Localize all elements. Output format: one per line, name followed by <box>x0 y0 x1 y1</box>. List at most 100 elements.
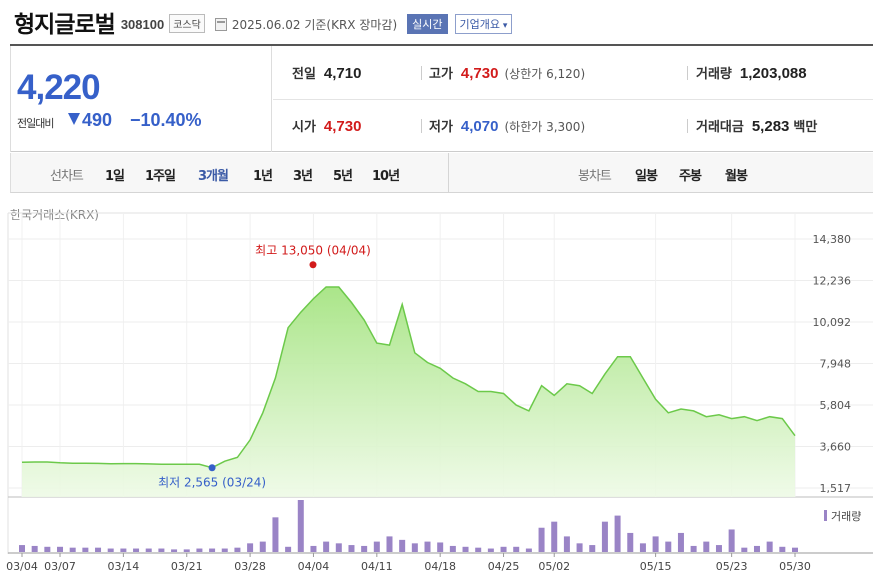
high-value: 4,730 <box>460 65 499 82</box>
tab-daily-candle[interactable]: 일봉 <box>635 169 658 184</box>
volume-bar <box>779 546 786 552</box>
change-value: 490 <box>82 110 113 130</box>
quote-row-divider <box>273 99 873 100</box>
x-tick-label: 03/28 <box>234 560 266 573</box>
y-tick-label: 1,517 <box>820 482 852 495</box>
volume-bar <box>728 529 735 552</box>
volume-bar <box>310 545 317 552</box>
tab-1w[interactable]: 1주일 <box>145 169 176 184</box>
y-tick-label: 5,804 <box>820 399 852 412</box>
volume-bar <box>563 536 570 552</box>
upper-limit: (상한가 6,120) <box>504 67 586 81</box>
cell-separator <box>421 66 422 80</box>
volume-bar <box>297 500 304 552</box>
company-overview-dropdown[interactable]: 기업개요 <box>454 14 513 34</box>
header-divider <box>10 44 873 46</box>
volume-bar <box>513 546 520 552</box>
low-annotation: 최저 2,565 (03/24) <box>158 476 266 490</box>
volume-bar <box>652 536 659 552</box>
lower-limit: (하한가 3,300) <box>504 120 586 134</box>
volume-bar <box>411 543 418 552</box>
volume-bar <box>323 541 330 552</box>
prev-close-label: 전일 <box>292 67 316 82</box>
volume-bar <box>373 541 380 552</box>
volume-bar <box>538 527 545 552</box>
stock-header: 형지글로벌 308100 코스닥 2025.06.02 기준(KRX 장마감) … <box>0 0 873 44</box>
volume-bar <box>576 543 583 552</box>
tab-1y[interactable]: 1년 <box>253 169 273 184</box>
x-tick-label: 04/11 <box>361 560 393 573</box>
stock-name: 형지글로벌 <box>14 12 116 38</box>
low-marker <box>208 464 216 472</box>
volume-bar <box>95 547 102 552</box>
open-value: 4,730 <box>323 118 362 135</box>
volume-cell: 거래량 1,203,088 <box>696 63 807 82</box>
volume-bar <box>107 548 114 552</box>
low-cell: 저가 4,070 (하한가 3,300) <box>429 116 585 135</box>
volume-bar <box>196 548 203 552</box>
volume-bar <box>133 548 140 552</box>
volume-bar <box>285 546 292 552</box>
trade-value: 5,283 <box>751 118 790 135</box>
x-tick-label: 03/14 <box>108 560 140 573</box>
stock-code: 308100 <box>120 16 165 32</box>
volume-bar <box>69 547 76 552</box>
as-of-date: 2025.06.02 기준(KRX 장마감) <box>231 17 398 32</box>
volume-bar <box>589 545 596 552</box>
market-badge: 코스닥 <box>169 14 205 33</box>
tab-3y[interactable]: 3년 <box>293 169 313 184</box>
tab-monthly-candle[interactable]: 월봉 <box>725 169 748 184</box>
volume-bar <box>462 546 469 552</box>
volume-bar <box>158 548 165 552</box>
tab-3m[interactable]: 3개월 <box>198 169 229 184</box>
x-tick-label: 05/23 <box>716 560 748 573</box>
x-tick-label: 03/04 <box>6 560 38 573</box>
cell-separator <box>421 119 422 133</box>
volume-bar <box>259 541 266 552</box>
y-tick-label: 7,948 <box>820 358 852 371</box>
volume-bar <box>348 545 355 552</box>
volume-bar <box>639 543 646 552</box>
price-area <box>22 287 795 497</box>
quote-panel: 4,220 전일대비 490 −10.40% 전일 4,710 고가 4,730… <box>10 46 873 152</box>
high-cell: 고가 4,730 (상한가 6,120) <box>429 63 585 82</box>
tab-group-divider <box>448 153 449 193</box>
down-triangle-icon <box>68 113 80 125</box>
cell-separator <box>687 66 688 80</box>
volume-bar <box>361 545 368 552</box>
tab-weekly-candle[interactable]: 주봉 <box>679 169 702 184</box>
volume-bar <box>399 539 406 552</box>
volume-bar <box>487 548 494 552</box>
tab-5y[interactable]: 5년 <box>333 169 353 184</box>
volume-bar <box>690 545 697 552</box>
volume-bar <box>183 549 190 552</box>
x-tick-label: 03/21 <box>171 560 203 573</box>
x-tick-label: 04/25 <box>488 560 520 573</box>
volume-bar <box>247 543 254 552</box>
change-percent: −10.40% <box>130 110 202 130</box>
tab-1d[interactable]: 1일 <box>105 169 125 184</box>
trade-value-label: 거래대금 <box>696 120 744 135</box>
tab-10y[interactable]: 10년 <box>372 169 400 184</box>
calendar-icon <box>214 17 227 31</box>
y-tick-label: 3,660 <box>820 441 852 454</box>
volume-bar <box>475 547 482 552</box>
volume-bar <box>335 543 342 552</box>
volume-bar <box>766 541 773 552</box>
volume-bar <box>792 547 798 552</box>
realtime-button[interactable]: 실시간 <box>407 14 448 34</box>
y-tick-label: 14,380 <box>813 233 852 246</box>
change-label: 전일대비 <box>17 117 54 130</box>
volume-bar <box>753 545 760 552</box>
data-source: 한국거래소(KRX) <box>10 208 99 222</box>
volume-legend-swatch <box>824 510 827 521</box>
cell-separator <box>687 119 688 133</box>
price-box: 4,220 전일대비 490 −10.40% <box>10 46 272 152</box>
volume-bar <box>221 548 228 552</box>
trade-value-unit: 백만 <box>793 120 818 135</box>
volume-bar <box>741 547 748 552</box>
x-tick-label: 03/07 <box>44 560 76 573</box>
volume-bar <box>525 548 532 552</box>
high-label: 고가 <box>429 67 453 82</box>
high-annotation: 최고 13,050 (04/04) <box>255 244 371 258</box>
